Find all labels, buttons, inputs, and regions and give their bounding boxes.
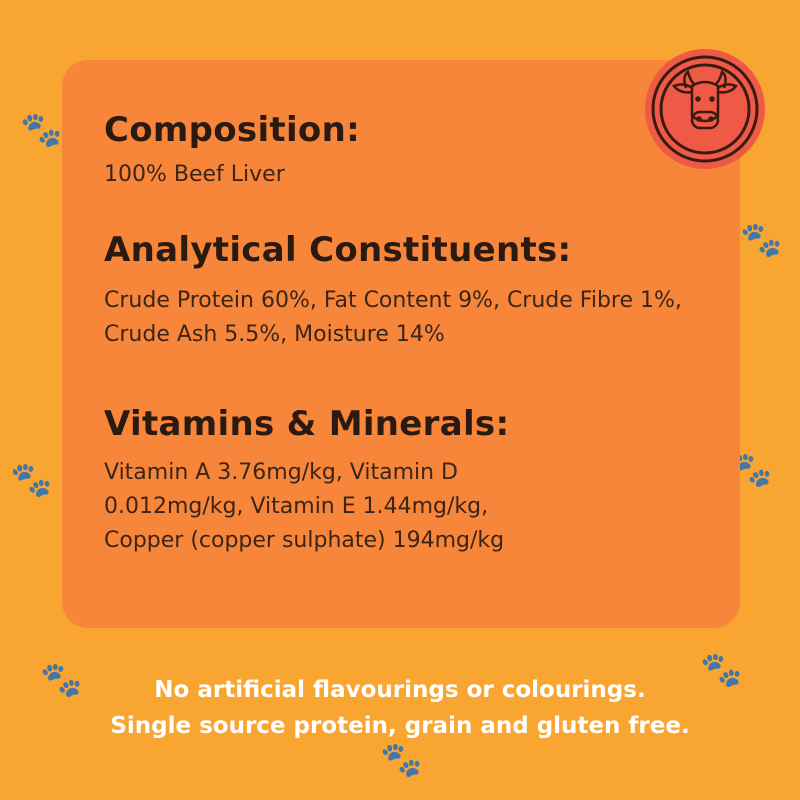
- footer-line-1: No artificial flavourings or colourings.: [154, 677, 646, 703]
- paw-print-icon: 🐾: [20, 110, 63, 150]
- analytical-heading: Analytical Constituents:: [104, 230, 572, 270]
- paw-print-icon: 🐾: [700, 650, 743, 690]
- composition-text: 100% Beef Liver: [104, 162, 285, 187]
- vitamins-text: Vitamin A 3.76mg/kg, Vitamin D 0.012mg/k…: [104, 460, 505, 553]
- cow-icon: [645, 49, 765, 169]
- paw-print-icon: 🐾: [40, 660, 83, 700]
- footer-claims: No artificial flavourings or colourings.…: [0, 672, 800, 744]
- paw-print-icon: 🐾: [10, 460, 53, 500]
- analytical-text: Crude Protein 60%, Fat Content 9%, Crude…: [104, 288, 682, 347]
- composition-heading: Composition:: [104, 110, 360, 150]
- paw-print-icon: 🐾: [380, 740, 423, 780]
- footer-line-2: Single source protein, grain and gluten …: [110, 713, 690, 739]
- vitamins-heading: Vitamins & Minerals:: [104, 404, 510, 444]
- paw-print-icon: 🐾: [740, 220, 783, 260]
- info-card: [62, 60, 740, 628]
